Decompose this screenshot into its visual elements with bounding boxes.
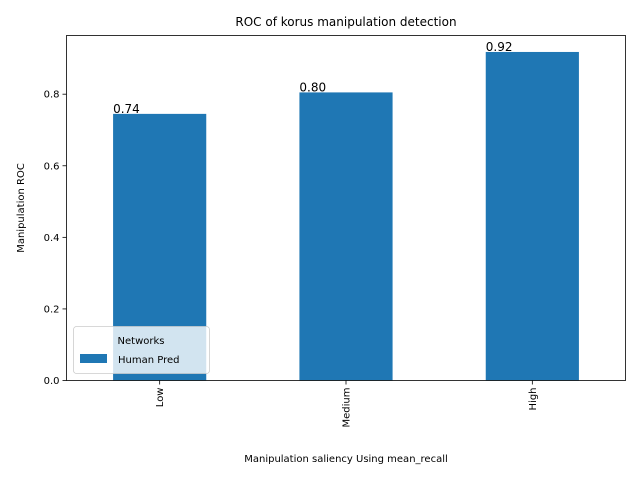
data-label-high: 0.92 [486, 40, 513, 54]
plot-frame [66, 35, 626, 381]
y-tick-label: 0.6 [44, 161, 60, 172]
y-axis-label: Manipulation ROC [16, 163, 27, 253]
x-axis-label: Manipulation saliency Using mean_recall [244, 454, 448, 465]
bar-high [485, 51, 579, 381]
bar-medium [299, 92, 393, 381]
y-tick-label: 0.4 [44, 233, 60, 244]
legend-swatch [80, 354, 107, 363]
chart-title: ROC of korus manipulation detection [235, 15, 456, 29]
x-axis-ticks: Low Medium High [155, 380, 539, 428]
legend-entry-label: Human Pred [118, 355, 180, 366]
legend-title: Networks [118, 336, 165, 347]
x-tick-label-high: High [528, 388, 539, 411]
y-tick-label: 0.2 [44, 304, 60, 315]
y-axis-ticks: 0.0 0.2 0.4 0.6 0.8 [44, 90, 67, 387]
x-tick-label-low: Low [155, 388, 166, 408]
legend-box [73, 326, 210, 374]
legend: Networks Human Pred [73, 326, 210, 374]
data-label-medium: 0.80 [299, 80, 326, 94]
y-tick-label: 0.0 [44, 376, 60, 387]
data-label-low: 0.74 [113, 102, 140, 116]
data-labels: 0.74 0.80 0.92 [113, 40, 512, 116]
x-tick-label-medium: Medium [342, 388, 353, 428]
y-tick-label: 0.8 [44, 90, 60, 101]
